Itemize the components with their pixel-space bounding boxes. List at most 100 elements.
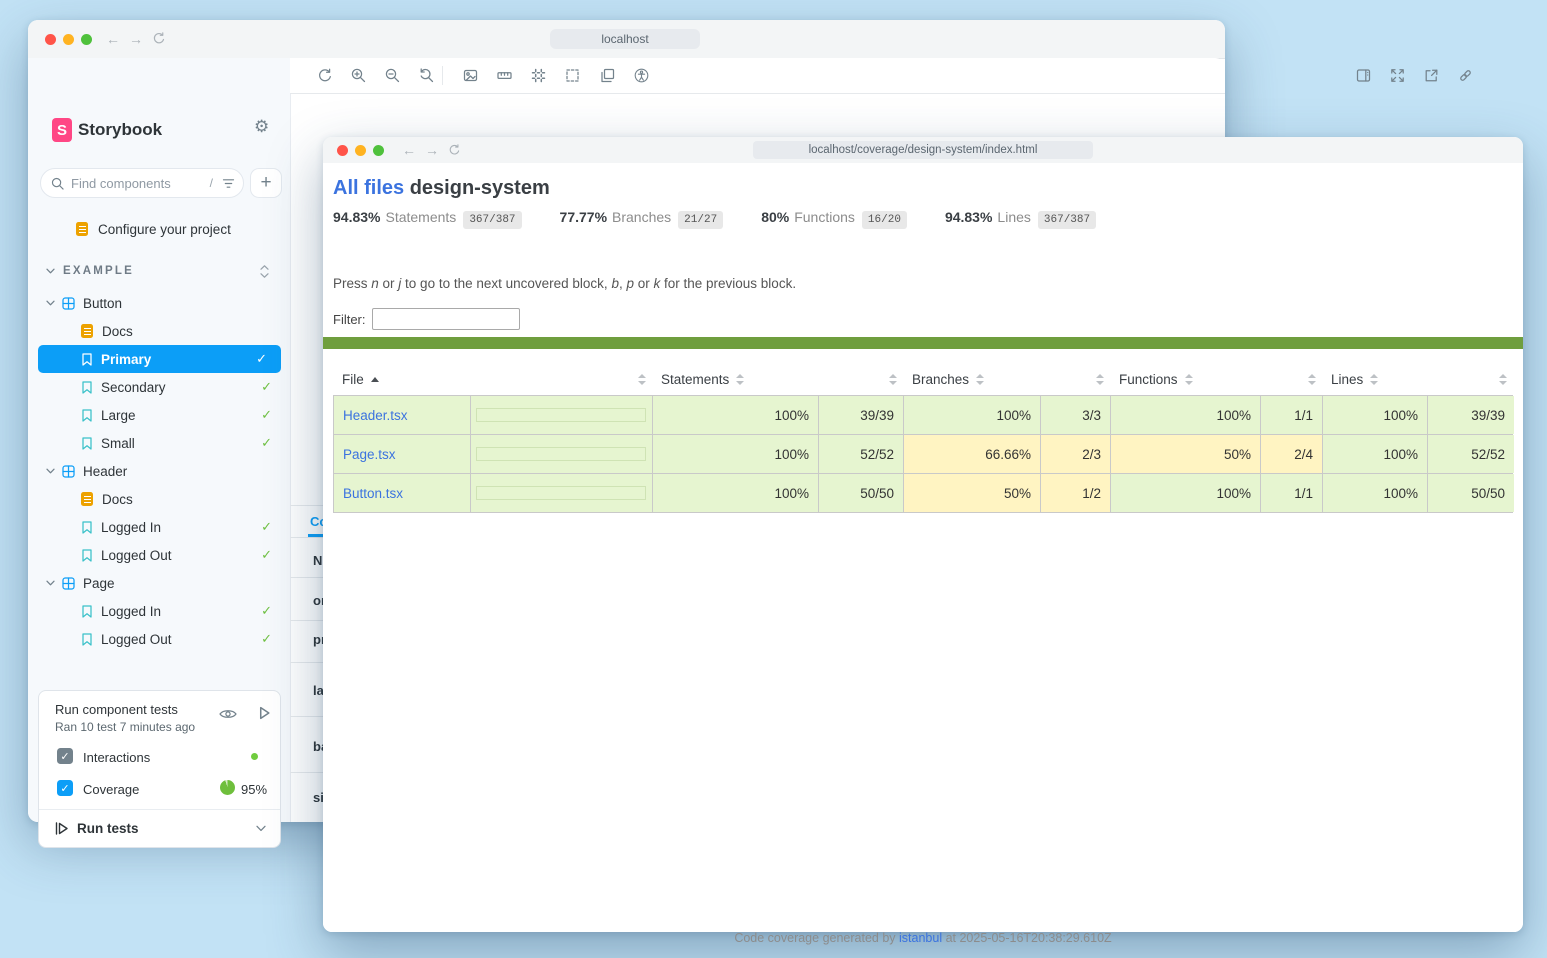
sidebar-item-button-docs[interactable]: Docs (28, 317, 290, 345)
outline-icon[interactable] (565, 68, 580, 83)
chevron-down-icon (46, 580, 55, 586)
coverage-table: File Statements Branches Functions Lines… (333, 363, 1514, 513)
watch-eye-icon[interactable] (219, 708, 237, 720)
component-icon (62, 296, 75, 310)
branches-pct: 50% (904, 474, 1041, 512)
accessibility-icon[interactable] (634, 68, 649, 83)
coverage-checkbox[interactable]: ✓ (57, 780, 73, 796)
filter-row: Filter: (333, 308, 520, 330)
zoom-reset-icon[interactable] (419, 68, 434, 83)
control-row-fragment: pr (313, 632, 326, 647)
grid-icon[interactable] (531, 68, 546, 83)
sidebar-item-header-logged-out[interactable]: Logged Out ✓ (28, 541, 290, 569)
panel-toggle-icon[interactable] (1356, 68, 1371, 83)
col-functions[interactable]: Functions (1110, 372, 1260, 387)
sidebar-item-header[interactable]: Header (28, 457, 290, 485)
toolbar-divider (442, 66, 443, 85)
interactions-status-dot (251, 753, 258, 760)
coverage-percent: 95% (241, 782, 268, 797)
back-icon[interactable]: ← (402, 142, 416, 158)
sidebar-item-page-logged-out[interactable]: Logged Out ✓ (28, 625, 290, 653)
play-icon[interactable] (258, 706, 271, 720)
remount-icon[interactable] (317, 68, 332, 83)
address-bar[interactable]: localhost (550, 29, 700, 49)
sidebar-item-secondary[interactable]: Secondary ✓ (28, 373, 290, 401)
run-tests-button[interactable]: Run tests (39, 809, 280, 847)
col-file[interactable]: File (333, 372, 470, 387)
docs-icon (81, 492, 93, 506)
open-external-icon[interactable] (1424, 68, 1439, 83)
sidebar-item-button[interactable]: Button (28, 289, 290, 317)
zoom-window-button[interactable] (373, 145, 384, 156)
report-footer: Code coverage generated by istanbul at 2… (734, 931, 1112, 945)
file-link[interactable]: Page.tsx (343, 446, 396, 462)
collapse-expand-icon[interactable] (259, 264, 270, 279)
forward-icon[interactable]: → (129, 31, 143, 47)
reload-icon[interactable] (448, 144, 460, 156)
col-lines[interactable]: Lines (1322, 372, 1427, 387)
file-link[interactable]: Button.tsx (343, 485, 404, 501)
col-statements-frac[interactable] (818, 373, 903, 385)
branches-frac: 3/3 (1041, 396, 1111, 434)
statements-frac: 50/50 (819, 474, 904, 512)
sidebar-item-page-logged-in[interactable]: Logged In ✓ (28, 597, 290, 625)
interactions-checkbox[interactable]: ✓ (57, 748, 73, 764)
zoom-out-icon[interactable] (385, 68, 400, 83)
sidebar-item-page[interactable]: Page (28, 569, 290, 597)
component-icon (62, 464, 75, 478)
chevron-down-icon[interactable] (256, 825, 266, 832)
close-window-button[interactable] (337, 145, 348, 156)
sidebar-item-configure[interactable]: Configure your project (28, 215, 290, 243)
col-statements[interactable]: Statements (652, 372, 818, 387)
bookmark-icon (82, 408, 92, 422)
close-window-button[interactable] (45, 34, 56, 45)
gear-icon[interactable]: ⚙ (254, 117, 270, 136)
filter-input[interactable] (371, 308, 520, 330)
col-branches-frac[interactable] (1040, 373, 1110, 385)
lines-frac: 39/39 (1428, 396, 1514, 434)
panel-divider (39, 809, 280, 810)
statements-summary: 94.83% Statements 367/387 (333, 209, 522, 229)
sidebar-section-example[interactable]: EXAMPLE (28, 257, 290, 285)
table-header-row: File Statements Branches Functions Lines (333, 363, 1513, 395)
functions-frac: 1/1 (1261, 474, 1323, 512)
address-bar[interactable]: localhost/coverage/design-system/index.h… (753, 141, 1093, 159)
sort-icon (1184, 373, 1193, 385)
run-tests-label: Run tests (77, 820, 139, 836)
back-icon[interactable]: ← (106, 31, 120, 47)
sort-icon (889, 373, 897, 385)
reload-icon[interactable] (152, 32, 165, 45)
col-functions-frac[interactable] (1260, 373, 1322, 385)
background-icon[interactable] (463, 68, 478, 83)
col-branches[interactable]: Branches (903, 372, 1040, 387)
copy-link-icon[interactable] (1458, 68, 1473, 83)
sidebar-item-header-logged-in[interactable]: Logged In ✓ (28, 513, 290, 541)
create-story-button[interactable]: + (250, 168, 282, 198)
sidebar-item-header-docs[interactable]: Docs (28, 485, 290, 513)
istanbul-link[interactable]: istanbul (899, 931, 943, 945)
fullscreen-icon[interactable] (1390, 68, 1405, 83)
all-files-link[interactable]: All files (333, 177, 405, 199)
sidebar-item-small[interactable]: Small ✓ (28, 429, 290, 457)
sidebar-item-large[interactable]: Large ✓ (28, 401, 290, 429)
sidebar-item-primary-selected[interactable]: Primary ✓ (38, 345, 281, 373)
story-label: Logged Out (101, 631, 172, 647)
zoom-window-button[interactable] (81, 34, 92, 45)
functions-summary: 80% Functions 16/20 (761, 209, 907, 229)
measure-icon[interactable] (497, 68, 512, 83)
search-input[interactable]: Find components / (40, 168, 244, 198)
minimize-window-button[interactable] (355, 145, 366, 156)
branches-fraction-badge: 21/27 (678, 211, 724, 229)
file-link[interactable]: Header.tsx (343, 407, 408, 423)
filter-icon[interactable] (222, 178, 235, 189)
zoom-in-icon[interactable] (351, 68, 366, 83)
col-chart[interactable] (470, 373, 652, 385)
branches-frac: 1/2 (1041, 474, 1111, 512)
component-icon (62, 576, 75, 590)
layers-icon[interactable] (600, 68, 615, 83)
forward-icon[interactable]: → (425, 142, 439, 158)
chevron-down-icon (46, 268, 55, 274)
functions-pct: 50% (1111, 435, 1261, 473)
minimize-window-button[interactable] (63, 34, 74, 45)
col-lines-frac[interactable] (1427, 373, 1513, 385)
